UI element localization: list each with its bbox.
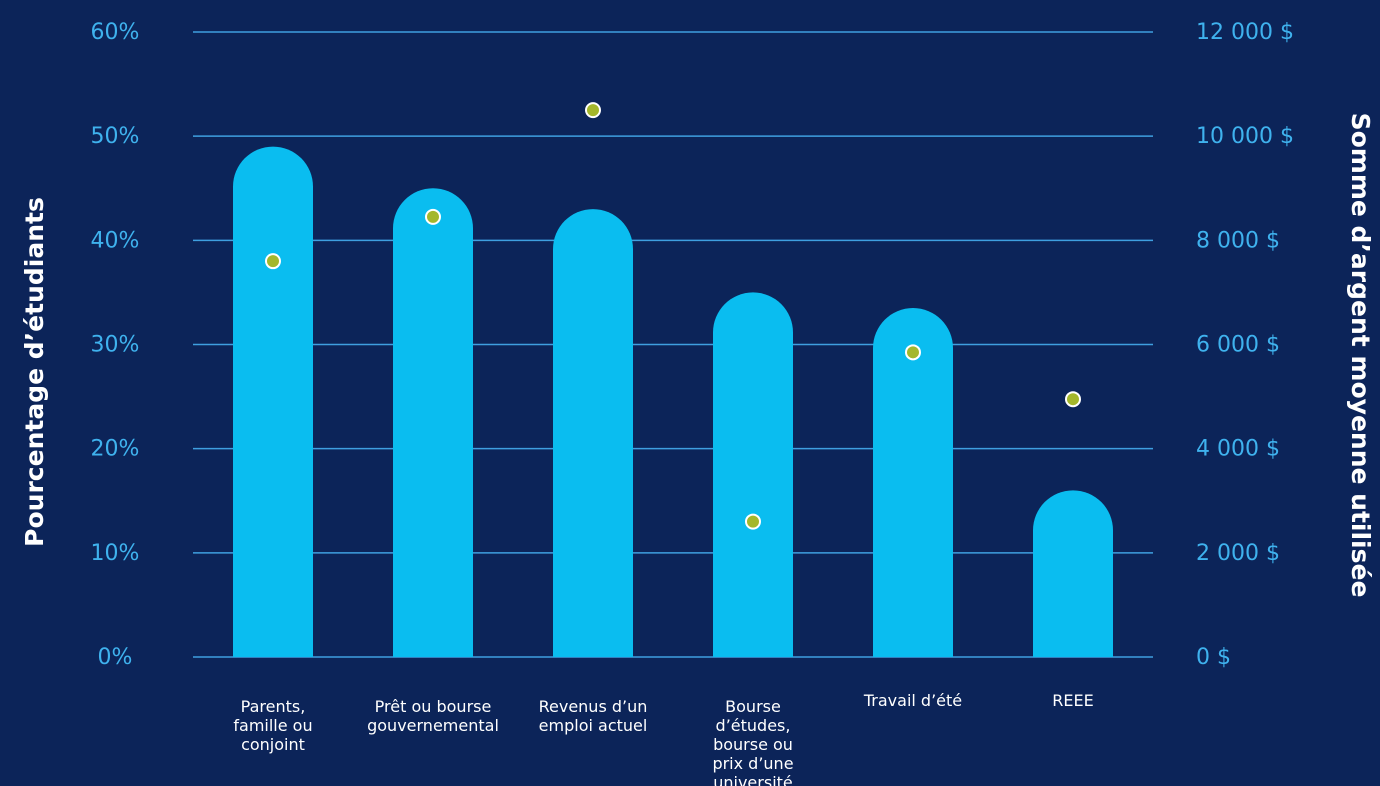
left-tick-label: 0% [98, 645, 133, 670]
category-label: REEE [1052, 691, 1093, 710]
dots [265, 102, 1081, 530]
category-label: bourse ou [713, 735, 793, 754]
dot-marker [745, 513, 761, 530]
category-label: Prêt ou bourse [375, 697, 492, 716]
category-label: famille ou [233, 716, 312, 735]
category-label: Revenus d’un [539, 697, 648, 716]
bar [393, 188, 473, 657]
bar [553, 209, 633, 658]
right-tick-label: 12 000 $ [1196, 20, 1294, 45]
category-label: Bourse [725, 697, 781, 716]
right-axis-title: Somme d’argent moyenne utilisée [1346, 113, 1375, 598]
left-axis-ticks: 0% 10% 20% 30% 40% 50% 60% [91, 20, 140, 670]
category-label: Parents, [241, 697, 306, 716]
right-tick-label: 4 000 $ [1196, 437, 1280, 462]
category-label: université [713, 773, 793, 786]
bars [233, 146, 1113, 658]
left-tick-label: 40% [91, 228, 140, 253]
right-tick-label: 2 000 $ [1196, 541, 1280, 566]
gridlines [193, 31, 1153, 658]
bar [1033, 490, 1113, 657]
right-tick-label: 6 000 $ [1196, 333, 1280, 358]
category-label: Travail d’été [863, 691, 962, 710]
right-tick-label: 8 000 $ [1196, 228, 1280, 253]
category-label: d’études, [716, 716, 791, 735]
left-tick-label: 50% [91, 124, 140, 149]
left-tick-label: 30% [91, 333, 140, 358]
dot-marker [425, 208, 441, 225]
dot-marker [585, 102, 601, 119]
right-axis-ticks: 0 $ 2 000 $ 4 000 $ 6 000 $ 8 000 $ 10 000 $ 1… [1196, 20, 1294, 670]
dot-marker [1065, 391, 1081, 408]
bar [713, 292, 793, 657]
bar [873, 308, 953, 657]
right-tick-label: 10 000 $ [1196, 124, 1294, 149]
dot-marker [265, 253, 281, 270]
left-tick-label: 10% [91, 541, 140, 566]
bar [233, 146, 313, 658]
left-tick-label: 20% [91, 437, 140, 462]
category-label: gouvernemental [367, 716, 499, 735]
left-tick-label: 60% [91, 20, 140, 45]
category-label: conjoint [241, 735, 305, 754]
category-label: prix d’une [712, 754, 793, 773]
dot-marker [905, 344, 921, 361]
left-axis-title: Pourcentage d’étudiants [20, 197, 49, 547]
category-label: emploi actuel [539, 716, 648, 735]
right-tick-label: 0 $ [1196, 645, 1231, 670]
